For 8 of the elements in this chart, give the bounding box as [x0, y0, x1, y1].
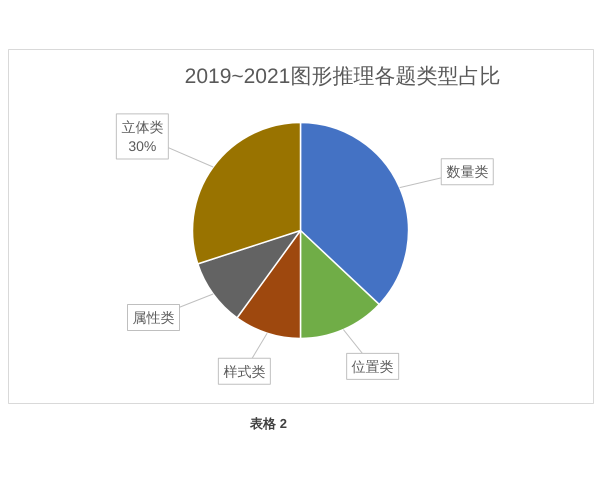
- chart-title: 2019~2021图形推理各题类型占比: [184, 65, 500, 88]
- text: 表格 2: [249, 416, 287, 431]
- slice-label: 立体类: [121, 118, 164, 135]
- slice-label: 位置类: [352, 358, 394, 374]
- slice-label: 数量类: [446, 164, 488, 180]
- data-label: 30%: [128, 138, 156, 154]
- slice-label: 样式类: [223, 363, 266, 380]
- slice-label: 属性类: [132, 309, 174, 326]
